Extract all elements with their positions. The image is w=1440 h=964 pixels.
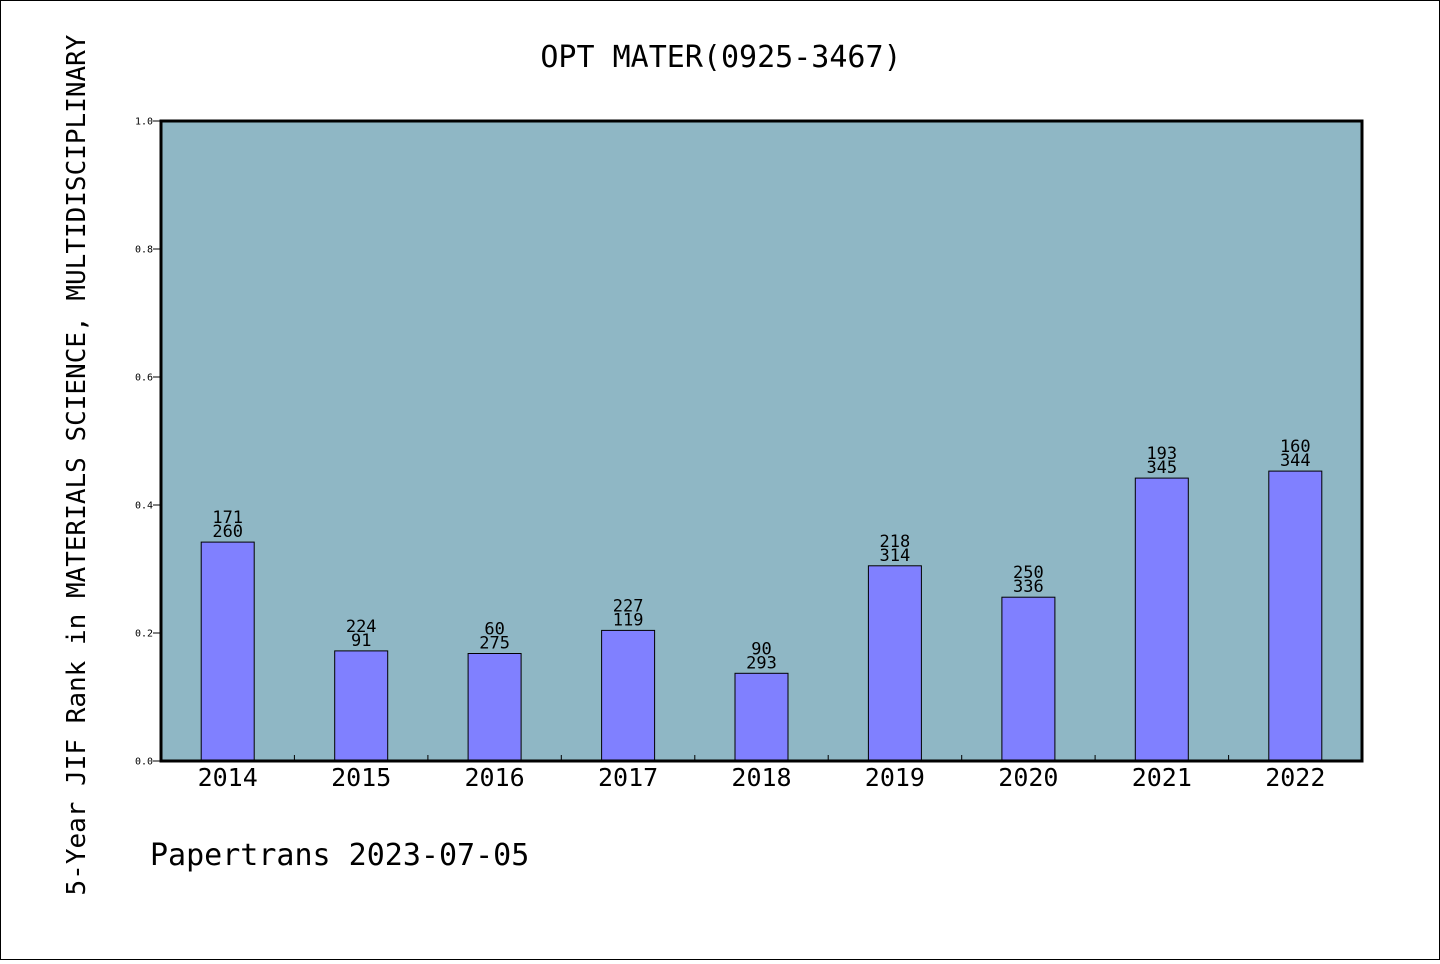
bar-label-top-2014: 171 [212,508,243,528]
bar-2018 [734,672,789,762]
x-tick-label-2019: 2019 [865,763,925,792]
bar-label-bottom-2022: 344 [1280,451,1311,471]
bar-label-bottom-2020: 336 [1013,577,1044,597]
bar-label-bottom-2015: 91 [351,631,371,651]
bar-2016 [467,653,522,762]
bar-label-top-2015: 224 [346,617,377,637]
x-tick-label-2021: 2021 [1132,763,1192,792]
y-tick-label-0.6: 0.6 [135,373,153,384]
bar-2021 [1134,477,1189,762]
bar-2019 [867,565,922,762]
bar-label-top-2021: 193 [1146,444,1177,464]
bar-label-top-2019: 218 [880,532,911,552]
x-tick-label-2018: 2018 [731,763,791,792]
y-tick-label-0.8: 0.8 [135,245,153,256]
bar-label-top-2022: 160 [1280,437,1311,457]
y-tick-label-1.0: 1.0 [135,117,153,128]
bar-label-bottom-2018: 293 [746,653,777,673]
bar-2014 [200,541,255,762]
x-tick-label-2022: 2022 [1265,763,1325,792]
plot-border [159,119,1364,763]
bar-2020 [1001,596,1056,762]
bar-label-bottom-2019: 314 [880,546,911,566]
x-tick-label-2020: 2020 [998,763,1058,792]
bar-label-top-2016: 60 [484,620,504,640]
bar-label-top-2018: 90 [751,639,771,659]
bar-label-top-2020: 250 [1013,563,1044,583]
y-axis-label: 5-Year JIF Rank in MATERIALS SCIENCE, MU… [62,34,92,895]
bar-2015 [334,650,389,762]
x-tick-label-2016: 2016 [464,763,524,792]
bar-label-bottom-2017: 119 [613,610,644,630]
bar-label-bottom-2016: 275 [479,634,510,654]
bar-2017 [601,629,656,762]
y-tick-label-0.0: 0.0 [135,757,153,768]
bar-label-bottom-2014: 260 [212,522,243,542]
x-tick-label-2015: 2015 [331,763,391,792]
bar-2022 [1268,470,1323,762]
x-tick-label-2014: 2014 [198,763,258,792]
chart-title: OPT MATER(0925-3467) [540,40,901,75]
y-tick-label-0.4: 0.4 [135,501,153,512]
footer-text: Papertrans 2023-07-05 [150,838,529,873]
bar-label-top-2017: 227 [613,596,644,616]
bar-label-bottom-2021: 345 [1146,458,1177,478]
x-tick-label-2017: 2017 [598,763,658,792]
y-tick-label-0.2: 0.2 [135,629,153,640]
ticks-layer: 2014 2015 2016 2017 2018 2019 2020 2021 2022 0.0 0… [135,117,1325,793]
